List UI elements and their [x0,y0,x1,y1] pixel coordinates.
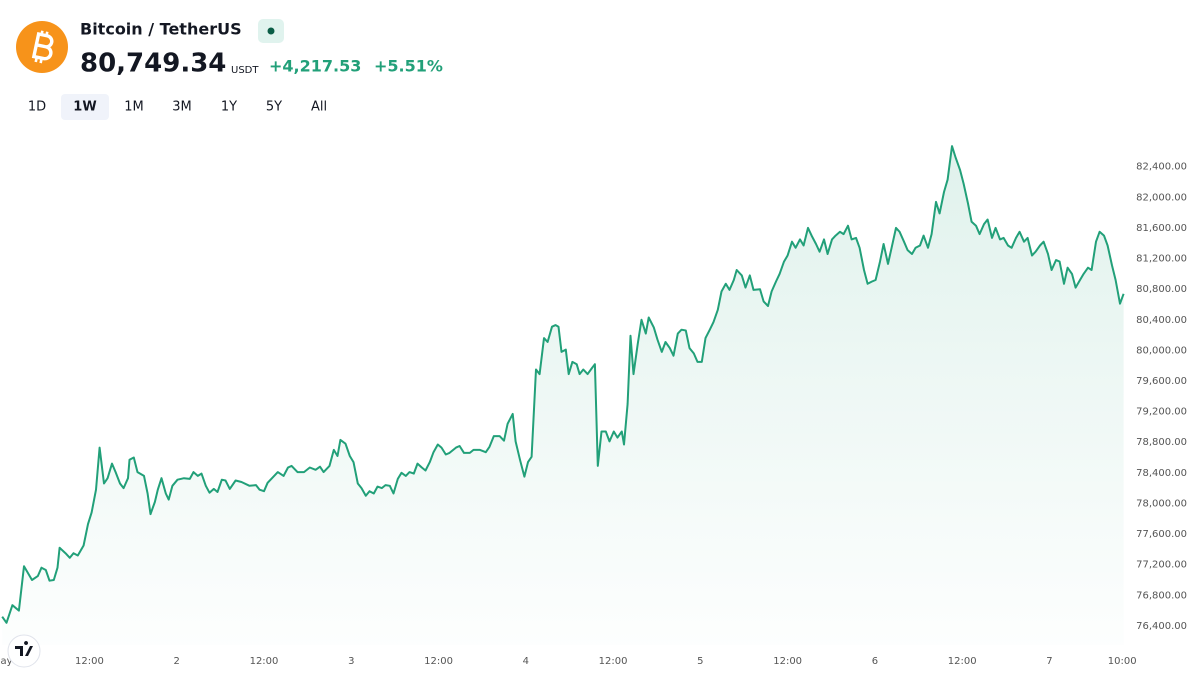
x-tick-label: 12:00 [773,656,802,667]
x-tick-label: 5 [697,656,703,667]
x-tick-label: 12:00 [948,656,977,667]
plot: 76,400.00 76,800.00 77,200.00 77,600.00 78,0… [0,145,1187,667]
range-button[interactable]: 1M [124,100,144,115]
y-tick-label: 76,800.00 [1136,590,1187,601]
x-tick-label: 3 [348,656,354,667]
range-button[interactable]: 1Y [221,100,237,115]
y-tick-label: 77,200.00 [1136,560,1187,571]
range-button[interactable]: All [311,100,327,115]
currency: USDT [231,65,259,76]
y-tick-label: 78,400.00 [1136,468,1187,479]
y-tick-label: 78,000.00 [1136,498,1187,509]
y-tick-label: 82,400.00 [1136,162,1187,173]
x-tick-label: 4 [523,656,529,667]
price-line [1,145,1125,624]
range-button[interactable]: 5Y [266,100,282,115]
y-tick-label: 82,000.00 [1136,192,1187,203]
x-tick-label: 2 [174,656,180,667]
y-tick-label: 81,200.00 [1136,254,1187,265]
symbol: Bitcoin / TetherUS [80,20,242,39]
range-button[interactable]: 1D [28,100,46,115]
price: 80,749.34 [80,49,226,79]
bitcoin-logo [16,21,68,73]
y-tick-label: 79,200.00 [1136,407,1187,418]
x-tick-label: 12:00 [250,656,279,667]
y-tick-label: 76,400.00 [1136,621,1187,632]
range-button[interactable]: 1W [73,100,96,115]
y-tick-label: 77,600.00 [1136,529,1187,540]
x-tick-label: 12:00 [599,656,628,667]
y-tick-label: 80,000.00 [1136,345,1187,356]
y-tick-label: 81,600.00 [1136,223,1187,234]
range-button[interactable]: 3M [172,100,192,115]
status-dot [267,27,275,35]
change: +4,217.53 [269,57,361,76]
change-percent: +5.51% [374,57,443,76]
x-tick-label: 7 [1046,656,1052,667]
x-tick-label: 10:00 [1108,656,1137,667]
area-fill [2,146,1124,645]
y-tick-label: 80,800.00 [1136,284,1187,295]
x-tick-label: 12:00 [424,656,453,667]
x-tick-label: 6 [872,656,878,667]
y-tick-label: 78,800.00 [1136,437,1187,448]
y-tick-label: 79,600.00 [1136,376,1187,387]
y-tick-label: 80,400.00 [1136,315,1187,326]
x-tick-label: May [0,656,13,667]
x-tick-label: 12:00 [75,656,104,667]
range-active-bg [61,94,109,120]
tradingview-logo [7,634,41,668]
range-selector: 1D 1W 1M 3M 1Y 5Y All [28,94,327,120]
